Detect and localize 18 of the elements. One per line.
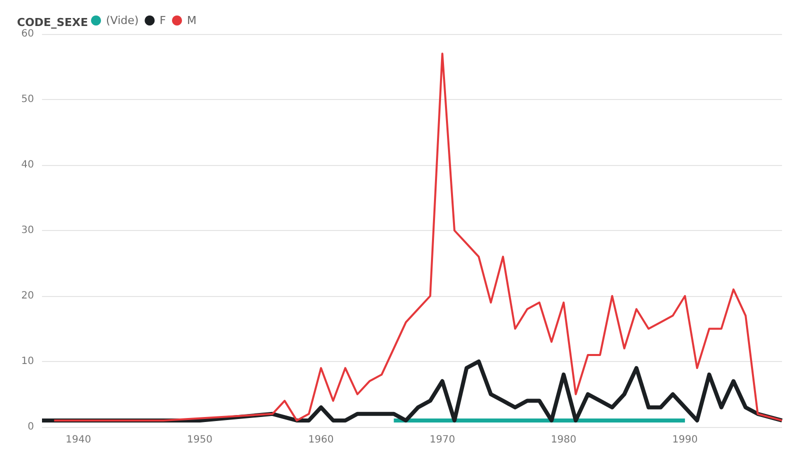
y-tick-label: 60 xyxy=(21,28,34,40)
x-tick-label: 1950 xyxy=(186,434,212,446)
x-tick-label: 1990 xyxy=(672,434,698,446)
legend-label: (Vide) xyxy=(106,14,139,27)
y-tick-label: 0 xyxy=(28,422,34,432)
y-tick-label: 20 xyxy=(21,290,34,302)
line-series xyxy=(53,52,783,422)
x-tick-label: 1970 xyxy=(430,434,456,446)
legend-title: CODE_SEXE xyxy=(17,16,88,29)
y-tick-label: 10 xyxy=(21,356,34,367)
y-tick-label: 30 xyxy=(21,225,34,236)
x-tick-label: 1960 xyxy=(308,434,334,446)
x-tick-label: 1980 xyxy=(550,434,576,446)
y-tick-label: 40 xyxy=(21,160,34,170)
legend-label: F xyxy=(160,14,166,27)
y-tick-label: 50 xyxy=(21,94,34,105)
legend-label: M xyxy=(187,14,196,27)
x-tick-label: 1940 xyxy=(66,434,92,446)
